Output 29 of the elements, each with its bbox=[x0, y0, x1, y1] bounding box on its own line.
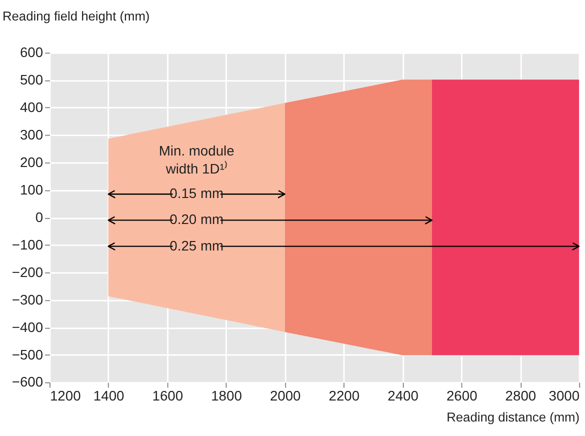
y-tick-label: 200 bbox=[20, 154, 44, 170]
y-tick-label: −600 bbox=[12, 374, 44, 390]
annotation: 0.20 mm bbox=[170, 211, 224, 228]
annotation: 0.15 mm bbox=[170, 185, 224, 202]
x-tick-label: 1600 bbox=[152, 388, 184, 404]
y-tick-label: 0 bbox=[35, 208, 44, 225]
y-tick-label: −200 bbox=[12, 264, 44, 280]
y-axis-title: Reading field height (mm) bbox=[2, 8, 150, 24]
y-tick-label: −500 bbox=[12, 346, 44, 362]
x-tick-label: 1200 bbox=[50, 388, 82, 404]
y-tick-label: 600 bbox=[20, 44, 44, 60]
x-tick-label: 2400 bbox=[388, 388, 419, 404]
y-tick-label: −300 bbox=[12, 291, 44, 308]
y-tick-label: 500 bbox=[20, 72, 44, 88]
y-tick-label: 400 bbox=[20, 99, 44, 116]
annotation: 0.25 mm bbox=[170, 237, 224, 254]
annotation: Min. module width 1D¹⁾ bbox=[158, 142, 235, 176]
x-tick-label: 2200 bbox=[328, 388, 360, 404]
x-tick-label: 2600 bbox=[446, 388, 478, 404]
y-tick-label: −400 bbox=[12, 318, 44, 335]
x-tick-label: 1400 bbox=[93, 388, 125, 404]
x-tick-label: 3000 bbox=[548, 388, 580, 404]
y-tick-label: −100 bbox=[12, 236, 44, 252]
y-tick-label: 300 bbox=[20, 126, 44, 143]
x-tick-label: 2000 bbox=[270, 388, 302, 404]
x-tick-label: 1800 bbox=[211, 388, 242, 404]
x-tick-label: 2800 bbox=[505, 388, 536, 404]
y-tick-label: 100 bbox=[20, 181, 44, 198]
x-axis-title: Reading distance (mm) bbox=[446, 409, 580, 424]
